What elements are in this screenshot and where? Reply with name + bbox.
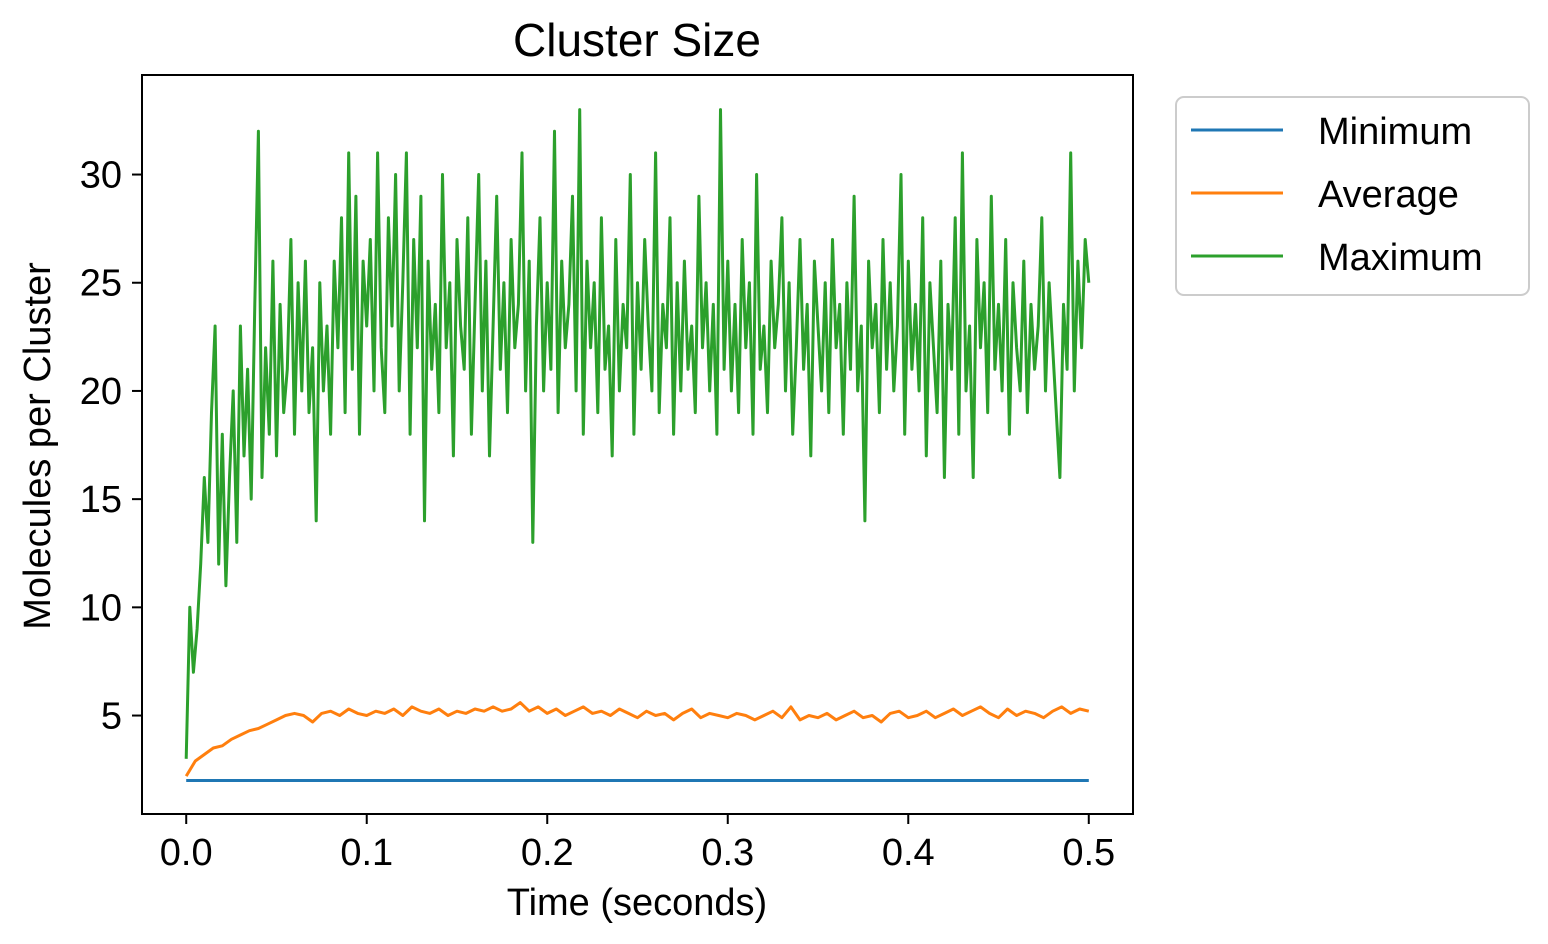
plot-area (142, 75, 1133, 814)
x-tick-label: 0.5 (1062, 832, 1115, 874)
x-tick-label: 0.4 (882, 832, 935, 874)
plot-background (142, 75, 1133, 814)
y-tick-label: 20 (80, 371, 122, 413)
chart-title: Cluster Size (513, 14, 761, 66)
x-tick-label: 0.0 (160, 832, 213, 874)
y-tick-label: 30 (80, 155, 122, 197)
y-tick-label: 15 (80, 479, 122, 521)
legend-label-maximum: Maximum (1318, 237, 1483, 279)
x-tick-label: 0.3 (701, 832, 754, 874)
y-tick-label: 5 (101, 696, 122, 738)
legend-label-average: Average (1318, 174, 1459, 216)
y-tick-label: 25 (80, 263, 122, 305)
legend-label-minimum: Minimum (1318, 111, 1472, 153)
x-tick-label: 0.1 (340, 832, 393, 874)
legend: Minimum Average Maximum (1176, 97, 1529, 295)
y-axis-label: Molecules per Cluster (17, 262, 59, 630)
x-tick-label: 0.2 (521, 832, 574, 874)
y-tick-label: 10 (80, 587, 122, 629)
x-axis-label: Time (seconds) (507, 882, 767, 924)
